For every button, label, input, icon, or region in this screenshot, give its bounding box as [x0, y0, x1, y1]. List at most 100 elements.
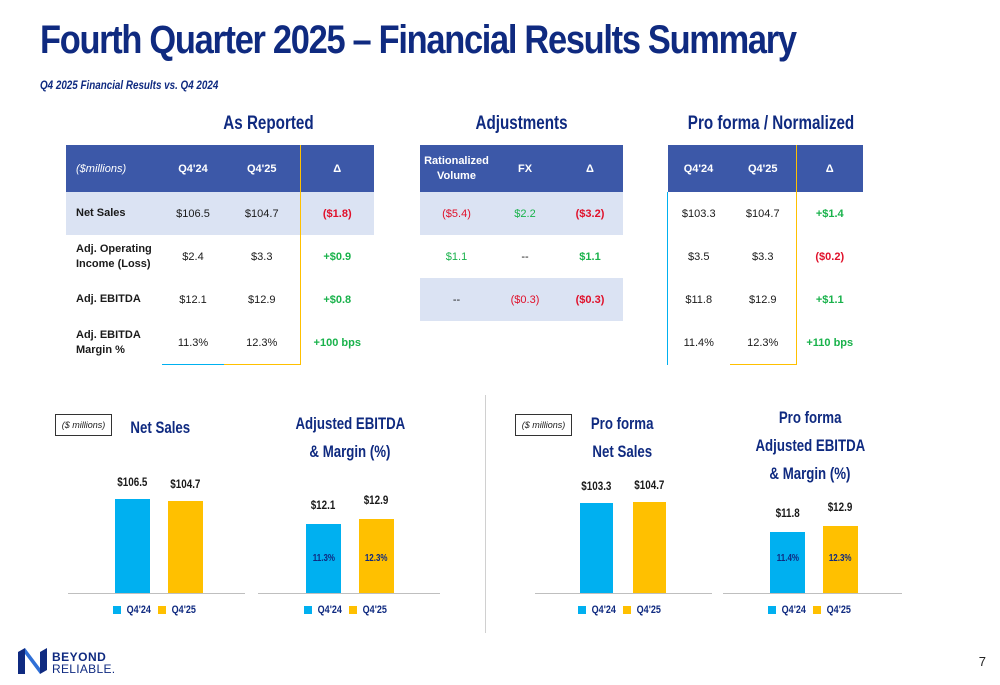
chart-legend: Q4'24 Q4'25: [304, 604, 393, 616]
chart-axis: [535, 593, 712, 594]
chart-value-label: $12.1: [311, 498, 336, 513]
cell-q425: 12.3%: [729, 321, 797, 365]
page-number: 7: [978, 654, 986, 669]
chart-margin-label: 11.3%: [312, 553, 335, 564]
table-row: $1.1 -- $1.1: [420, 235, 623, 278]
legend-swatch: [113, 606, 121, 615]
cell-volume: $1.1: [445, 250, 468, 263]
legend-swatch: [578, 606, 586, 615]
legend-label: Q4'25: [826, 604, 851, 616]
col-header-delta: Δ: [796, 145, 863, 192]
row-label: Adj. EBITDA Margin %: [76, 328, 141, 356]
cell-delta: +$1.1: [796, 278, 863, 321]
adjustments-table: Rationalized Volume FX Δ ($5.4) $2.2 ($3…: [420, 145, 623, 321]
chart-bar: [115, 499, 150, 593]
chart-bar: [306, 524, 341, 593]
col-header-delta: Δ: [557, 145, 623, 192]
col-header-q424: Q4'24: [667, 145, 730, 192]
chart-value-label: $11.8: [775, 505, 800, 520]
chart-axis: [723, 593, 902, 594]
legend-swatch: [812, 606, 821, 615]
chart-margin-label: 12.3%: [365, 553, 388, 564]
cell-q424: $12.1: [179, 293, 207, 306]
legend-label: Q4'25: [362, 604, 387, 616]
cell-fx: ($0.3): [493, 278, 557, 321]
col-header-rationalized-volume: Rationalized Volume: [420, 145, 493, 192]
logo-line1: BEYOND: [52, 650, 107, 664]
table-row: -- ($0.3) ($0.3): [420, 278, 623, 321]
cell-q425: $104.7: [224, 192, 300, 235]
cell-q425: $3.3: [752, 250, 774, 263]
legend-label: Q4'25: [171, 604, 196, 616]
legend-swatch: [348, 606, 357, 615]
chart-legend: Q4'24 Q4'25: [768, 604, 857, 616]
table-row: Adj. Operating Income (Loss) $2.4 $3.3 +…: [66, 235, 374, 278]
cell-delta: +$0.8: [299, 278, 374, 321]
row-label: Net Sales: [66, 192, 162, 235]
cell-delta: $1.1: [579, 250, 601, 263]
col-header-millions: ($millions): [66, 145, 162, 192]
col-header-q425: Q4'25: [224, 145, 300, 192]
legend-swatch: [304, 606, 312, 615]
beyond-reliable-logo-icon: [18, 648, 47, 674]
table-row: $103.3 $104.7 +$1.4: [667, 192, 863, 235]
legend-label: Q4'24: [126, 604, 151, 616]
cell-q425: $12.9: [748, 293, 777, 306]
as-reported-table: ($millions) Q4'24 Q4'25 Δ Net Sales $106…: [66, 145, 374, 365]
chart-value-label: $103.3: [581, 479, 612, 494]
chart-legend: Q4'24 Q4'25: [113, 604, 202, 616]
chart-title-pf-adj-ebitda: Pro forma Adjusted EBITDA & Margin (%): [755, 408, 865, 483]
chart-value-label: $106.5: [117, 475, 148, 490]
table-row: $11.8 $12.9 +$1.1: [667, 278, 863, 321]
row-label: Adj. Operating Income (Loss): [76, 242, 152, 270]
cell-delta: +110 bps: [796, 321, 863, 365]
table-row: $3.5 $3.3 ($0.2): [667, 235, 863, 278]
row-label: Adj. EBITDA: [76, 293, 141, 305]
cell-q425: $3.3: [251, 250, 273, 263]
legend-swatch: [157, 606, 166, 615]
chart-title-net-sales: Net Sales: [130, 418, 190, 437]
chart-bar: [168, 500, 203, 593]
adjustments-heading: Adjustments: [475, 113, 568, 134]
cell-q424: $106.5: [162, 192, 224, 235]
cell-delta: +$1.4: [796, 192, 863, 235]
legend-label: Q4'24: [317, 604, 342, 616]
chart-bar: [359, 519, 394, 593]
cell-q424: 11.3%: [162, 321, 224, 365]
cell-q425: $12.9: [247, 293, 276, 306]
chart-legend: Q4'24 Q4'25: [578, 604, 667, 616]
chart-value-label: $12.9: [828, 499, 853, 514]
legend-label: Q4'24: [591, 604, 616, 616]
chart-value-label: $104.7: [170, 476, 201, 491]
cell-fx: $2.2: [493, 192, 557, 235]
chart-bar: [580, 503, 613, 593]
col-header-q424: Q4'24: [162, 145, 224, 192]
table-row: 11.4% 12.3% +110 bps: [667, 321, 863, 365]
chart-margin-label: 12.3%: [829, 553, 852, 564]
cell-delta: +$0.9: [299, 235, 374, 278]
cell-q424: $2.4: [182, 250, 204, 263]
cell-q424: 11.4%: [667, 321, 730, 365]
chart-margin-label: 11.4%: [776, 553, 799, 564]
cell-delta: ($0.2): [796, 235, 863, 278]
logo-line2: RELIABLE.: [52, 662, 116, 676]
proforma-table: Q4'24 Q4'25 Δ $103.3 $104.7 +$1.4 $3.5 $…: [667, 145, 863, 365]
cell-delta: ($0.3): [557, 278, 623, 321]
units-note-left: ($ millions): [55, 414, 112, 436]
cell-fx: --: [521, 250, 529, 263]
chart-axis: [258, 593, 440, 594]
table-row: Adj. EBITDA Margin % 11.3% 12.3% +100 bp…: [66, 321, 374, 365]
chart-title-pf-net-sales: Pro forma Net Sales: [590, 414, 654, 461]
chart-bar: [823, 525, 858, 593]
cell-delta: ($1.8): [299, 192, 374, 235]
cell-delta: +100 bps: [299, 321, 374, 365]
legend-swatch: [622, 606, 631, 615]
col-header-fx: FX: [493, 145, 557, 192]
proforma-heading: Pro forma / Normalized: [687, 113, 855, 134]
as-reported-heading: As Reported: [222, 113, 314, 134]
legend-label: Q4'25: [636, 604, 661, 616]
table-row: Net Sales $106.5 $104.7 ($1.8): [66, 192, 374, 235]
chart-value-label: $104.7: [634, 477, 665, 492]
chart-axis: [68, 593, 245, 594]
cell-q424: $103.3: [667, 192, 730, 235]
